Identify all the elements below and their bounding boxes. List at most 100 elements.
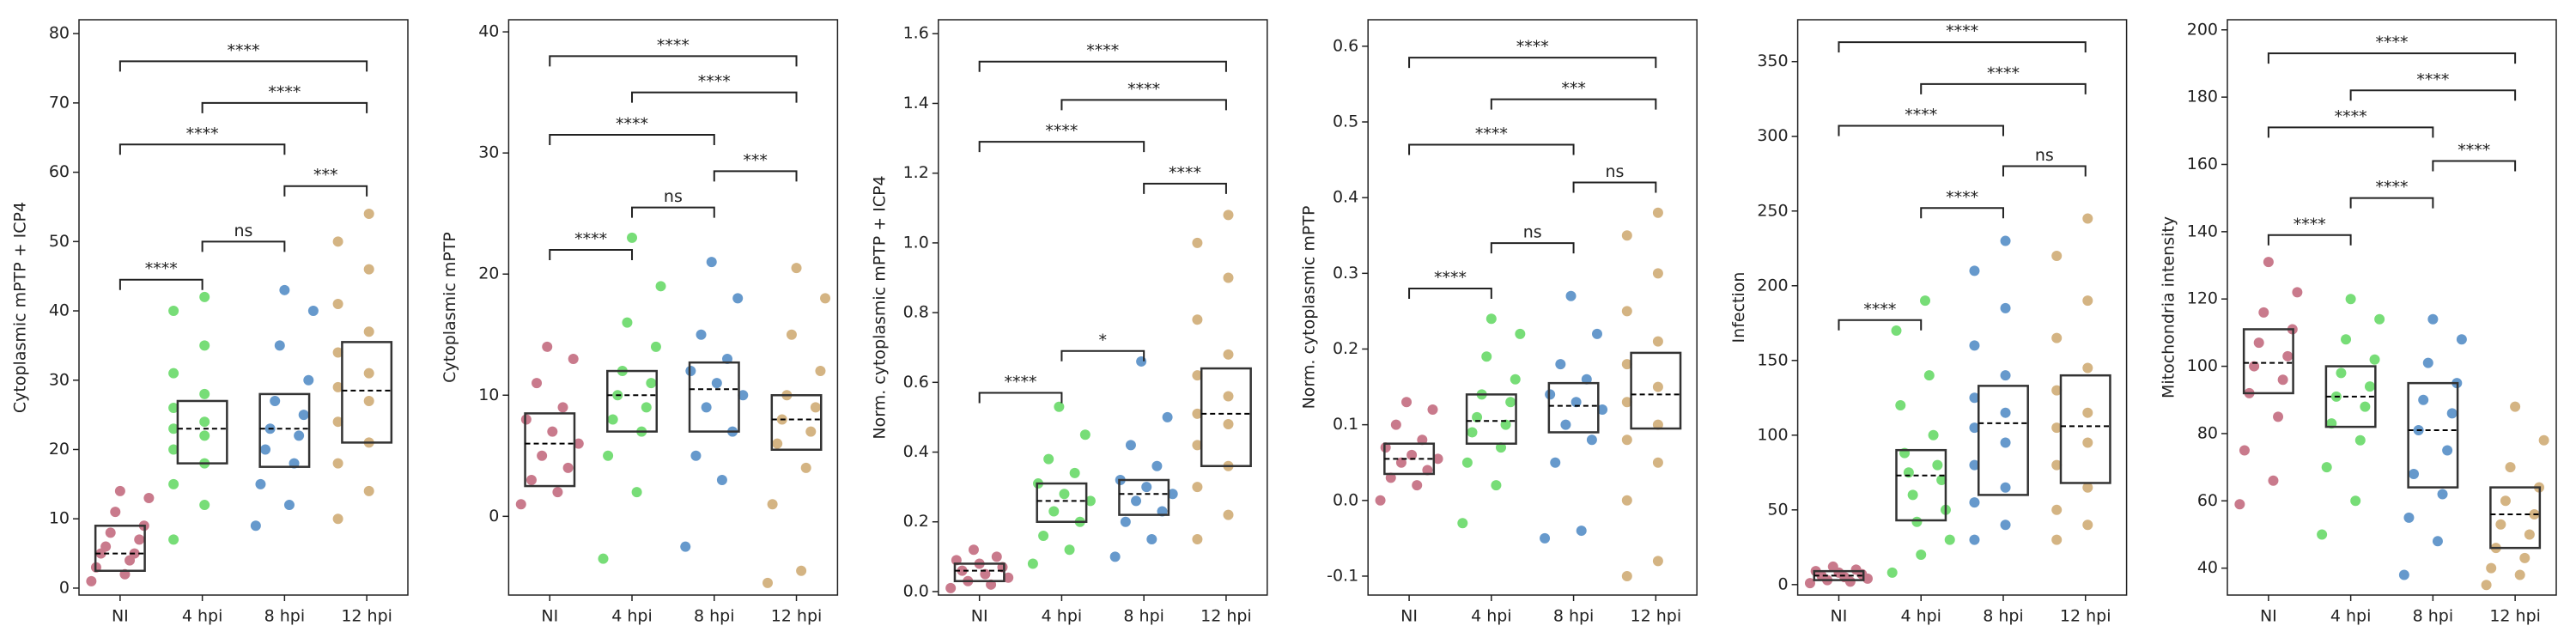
significance-label: **** bbox=[698, 72, 731, 91]
x-tick-label: NI bbox=[541, 607, 558, 626]
data-point bbox=[1054, 401, 1065, 412]
data-point bbox=[199, 388, 210, 399]
data-point bbox=[696, 329, 707, 340]
data-point bbox=[1505, 397, 1516, 408]
data-point bbox=[1969, 422, 1980, 434]
data-point bbox=[363, 326, 374, 337]
data-point bbox=[641, 402, 652, 413]
data-point bbox=[716, 475, 727, 485]
y-tick-label: 0.3 bbox=[1333, 264, 1358, 283]
y-tick-label: 350 bbox=[1757, 52, 1788, 70]
data-point bbox=[1850, 564, 1862, 575]
box bbox=[1978, 385, 2029, 496]
significance-label: **** bbox=[1169, 163, 1201, 182]
significance-bracket bbox=[2267, 234, 2352, 246]
significance-bracket bbox=[283, 185, 368, 197]
data-point bbox=[1417, 434, 1428, 446]
box bbox=[2242, 328, 2294, 395]
data-point bbox=[690, 450, 702, 461]
data-point bbox=[1928, 429, 1939, 440]
data-point bbox=[2442, 445, 2453, 456]
data-point bbox=[2350, 495, 2361, 507]
data-point bbox=[1576, 526, 1587, 537]
data-point bbox=[1223, 349, 1234, 360]
x-tick-label: 4 hpi bbox=[611, 607, 653, 626]
x-tick-label: 4 hpi bbox=[182, 607, 223, 626]
data-point bbox=[168, 306, 179, 317]
data-point bbox=[1223, 419, 1234, 430]
y-tick-label: 120 bbox=[2187, 289, 2218, 308]
y-tick-label: 0 bbox=[489, 507, 499, 526]
data-point bbox=[2446, 408, 2458, 419]
data-point bbox=[168, 534, 179, 545]
box bbox=[341, 341, 393, 444]
data-point bbox=[706, 257, 717, 268]
significance-label: **** bbox=[1005, 373, 1037, 392]
data-point bbox=[2422, 357, 2433, 368]
data-point bbox=[86, 575, 97, 586]
data-point bbox=[805, 426, 817, 437]
data-point bbox=[562, 462, 574, 473]
data-point bbox=[332, 416, 343, 428]
data-point bbox=[1146, 534, 1157, 545]
y-axis-label: Infection bbox=[1729, 272, 1748, 343]
y-tick-label: 0.5 bbox=[1333, 112, 1358, 131]
significance-label: **** bbox=[574, 230, 607, 249]
data-point bbox=[2510, 401, 2521, 412]
data-point bbox=[1059, 489, 1070, 500]
data-point bbox=[199, 430, 210, 441]
y-axis-label: Mitochondria intensity bbox=[2160, 216, 2178, 398]
box bbox=[94, 525, 146, 572]
data-point bbox=[2000, 482, 2011, 493]
data-point bbox=[2456, 334, 2467, 345]
data-point bbox=[2369, 354, 2380, 365]
data-point bbox=[607, 414, 618, 425]
box bbox=[770, 394, 823, 451]
significance-label: **** bbox=[2458, 141, 2490, 160]
x-tick-label: 12 hpi bbox=[1631, 607, 1682, 626]
y-tick-label: 1.6 bbox=[903, 24, 929, 43]
data-point bbox=[168, 423, 179, 434]
box bbox=[953, 562, 1005, 583]
data-point bbox=[800, 462, 811, 473]
data-point bbox=[1069, 467, 1080, 478]
data-point bbox=[363, 368, 374, 379]
significance-label: **** bbox=[1434, 268, 1467, 287]
data-point bbox=[655, 281, 666, 292]
data-point bbox=[2321, 462, 2332, 473]
data-point bbox=[646, 378, 657, 389]
data-point bbox=[1432, 453, 1443, 465]
data-point bbox=[1969, 340, 1980, 351]
x-tick-label: 12 hpi bbox=[771, 607, 823, 626]
significance-bracket bbox=[1920, 207, 2004, 219]
data-point bbox=[250, 520, 261, 532]
significance-label: **** bbox=[1946, 22, 1978, 41]
data-point bbox=[1936, 475, 1947, 485]
data-point bbox=[1932, 459, 1943, 471]
significance-bracket bbox=[549, 134, 715, 145]
data-point bbox=[1467, 427, 1478, 438]
data-point bbox=[134, 534, 145, 545]
data-point bbox=[2051, 422, 2063, 434]
y-tick-label: 0.2 bbox=[903, 512, 929, 531]
data-point bbox=[627, 232, 638, 243]
data-point bbox=[1621, 230, 1632, 241]
data-point bbox=[2082, 437, 2093, 448]
data-point bbox=[1406, 449, 1418, 460]
data-point bbox=[332, 298, 343, 309]
data-point bbox=[1652, 381, 1663, 392]
y-tick-label: 0.1 bbox=[1333, 415, 1358, 434]
significance-bracket bbox=[1838, 41, 2087, 53]
significance-bracket bbox=[2002, 165, 2087, 177]
data-point bbox=[1652, 336, 1663, 347]
significance-bracket bbox=[2432, 160, 2517, 172]
significance-bracket bbox=[631, 206, 715, 218]
data-point bbox=[332, 381, 343, 392]
x-tick-label: 4 hpi bbox=[2330, 607, 2372, 626]
data-point bbox=[1125, 440, 1136, 451]
data-point bbox=[270, 395, 281, 406]
data-point bbox=[1223, 391, 1234, 402]
y-tick-label: 0.6 bbox=[903, 373, 929, 392]
data-point bbox=[2524, 529, 2535, 540]
x-tick-label: 4 hpi bbox=[1471, 607, 1512, 626]
